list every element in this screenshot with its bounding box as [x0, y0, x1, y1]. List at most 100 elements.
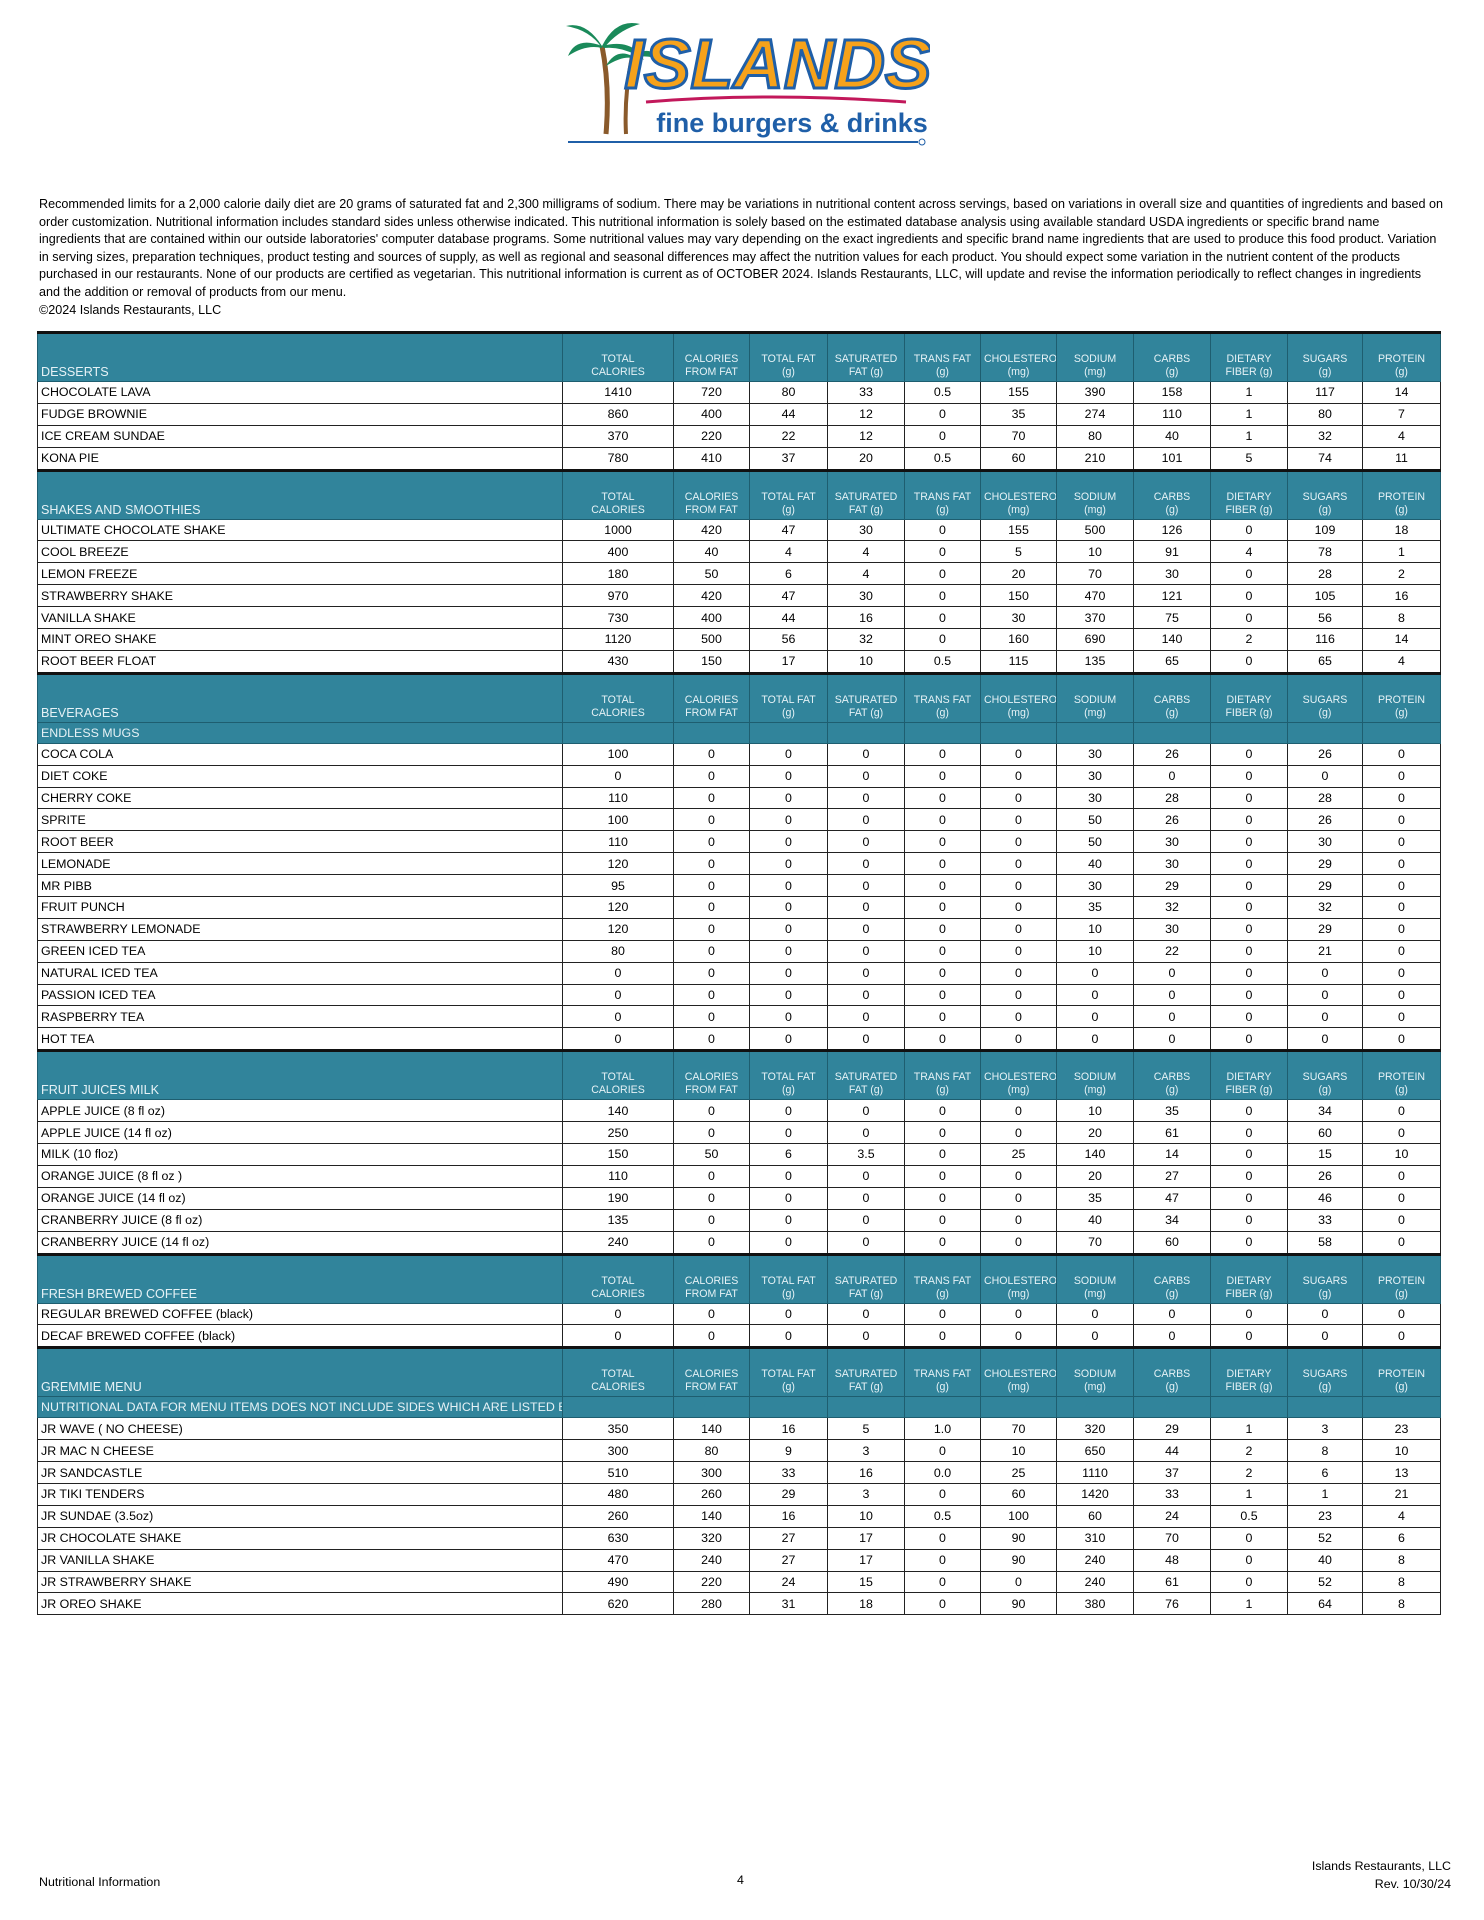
nutrient-value: 0 [904, 1186, 981, 1210]
nutrient-value: 350 [562, 1417, 674, 1441]
nutrient-value: 30 [1133, 562, 1211, 586]
section-header-row: DESSERTS TOTAL CALORIES CALORIES FROM FAT TOT… [37, 332, 1441, 382]
nutrient-value: 46 [1287, 1186, 1363, 1210]
column-header-line: TOTAL FAT [761, 693, 816, 706]
column-header-line: CALORIES [591, 706, 645, 719]
column-header-line: (g) [782, 1381, 795, 1394]
nutrient-value: 0 [827, 764, 905, 788]
nutrient-value: 80 [1056, 424, 1134, 448]
nutrient-value: 1410 [562, 381, 674, 404]
nutrient-value: 630 [562, 1526, 674, 1550]
nutrient-value: 0 [904, 742, 981, 766]
nutrient-value: 10 [1362, 1439, 1441, 1463]
nutrient-value: 650 [1056, 1439, 1134, 1463]
nutrient-value: 0 [1210, 830, 1288, 854]
column-header-line: CHOLESTEROL [984, 1071, 1057, 1084]
nutrient-value: 1 [1287, 1482, 1363, 1506]
column-header-line: SUGARS [1302, 490, 1348, 503]
nutrient-value: 26 [1287, 808, 1363, 832]
nutrient-value: 6 [1362, 1526, 1441, 1550]
nutrient-value: 26 [1133, 808, 1211, 832]
nutrient-value: 70 [980, 424, 1057, 448]
nutrient-value: 0 [904, 939, 981, 963]
nutrient-value: 26 [1287, 742, 1363, 766]
nutrient-value: 126 [1133, 518, 1211, 542]
nutrient-value: 120 [562, 896, 674, 919]
nutrient-value: 44 [1133, 1439, 1211, 1463]
column-header-line: (g) [1395, 503, 1408, 516]
column-header: TOTAL CALORIES [562, 469, 674, 520]
item-name: DECAF BREWED COFFEE (black) [37, 1324, 563, 1349]
nutrient-value: 4 [827, 540, 905, 564]
table-row: JR OREO SHAKE 620 280 31 18 0 90 380 76 1 64 8 [37, 1592, 1441, 1616]
nutrient-value: 8 [1362, 1570, 1441, 1594]
table-row: FRUIT PUNCH 120 0 0 0 0 0 35 32 0 32 0 [37, 896, 1441, 919]
nutrient-value: 0 [1362, 786, 1441, 810]
nutrient-value: 0.0 [904, 1461, 981, 1484]
nutrient-value: 8 [1362, 1548, 1441, 1572]
column-header-line: DIETARY [1226, 490, 1272, 503]
column-header-line: TOTAL [601, 693, 635, 706]
nutrient-value: 0 [1362, 917, 1441, 941]
nutrient-value: 0 [1210, 1230, 1288, 1255]
nutrient-value: 74 [1287, 446, 1363, 471]
nutrient-value: 16 [1362, 584, 1441, 608]
column-header-line: CALORIES [684, 693, 739, 706]
nutrient-value: 500 [1056, 518, 1134, 542]
nutrient-value: 32 [1287, 896, 1363, 919]
nutrient-value: 370 [1056, 606, 1134, 630]
nutrient-value: 16 [749, 1417, 828, 1441]
section-subheader-row: NUTRITIONAL DATA FOR MENU ITEMS DOES NOT… [37, 1396, 1441, 1419]
nutrient-value: 10 [1362, 1143, 1441, 1166]
disclaimer-paragraph: Recommended limits for a 2,000 calorie d… [39, 197, 1444, 299]
nutrient-value: 29 [1287, 917, 1363, 941]
column-header: PROTEIN (g) [1362, 1347, 1441, 1398]
nutrient-value: 3 [827, 1482, 905, 1506]
nutrient-value: 109 [1287, 518, 1363, 542]
nutrient-value: 110 [562, 786, 674, 810]
nutrient-value: 0 [562, 1005, 674, 1029]
nutrient-value: 33 [749, 1461, 828, 1484]
column-header-line: (g) [1318, 503, 1332, 516]
nutrient-value: 34 [1287, 1099, 1363, 1123]
nutrient-value: 23 [1287, 1504, 1363, 1528]
empty-cell [904, 721, 981, 744]
table-row: MINT OREO SHAKE 1120 500 56 32 0 160 690 140 2 116… [37, 628, 1441, 651]
nutrient-value: 30 [827, 584, 905, 608]
item-name: KONA PIE [37, 446, 563, 471]
nutrient-value: 0 [980, 786, 1057, 810]
nutrient-value: 0 [1210, 852, 1288, 876]
item-name: JR VANILLA SHAKE [37, 1548, 563, 1572]
nutrient-value: 620 [562, 1592, 674, 1616]
column-header-line: PROTEIN [1377, 1274, 1426, 1287]
nutrient-value: 28 [1133, 786, 1211, 810]
nutrient-value: 0 [1210, 939, 1288, 963]
item-name: MR PIBB [37, 874, 563, 898]
nutrient-value: 0 [827, 1027, 905, 1052]
nutrient-value: 0 [1210, 584, 1288, 608]
nutrient-value: 4 [1362, 649, 1441, 674]
nutrient-value: 0 [749, 939, 828, 963]
nutrient-value: 0 [749, 896, 828, 919]
nutrient-value: 0 [827, 852, 905, 876]
nutrient-value: 0 [980, 939, 1057, 963]
column-header-line: (mg) [1007, 1381, 1030, 1394]
nutrient-value: 720 [673, 381, 750, 404]
empty-cell [1210, 721, 1288, 744]
nutrient-value: 80 [749, 381, 828, 404]
nutrient-value: 0 [1287, 1005, 1363, 1029]
section-subheader-row: ENDLESS MUGS [37, 721, 1441, 744]
nutrient-value: 0 [1287, 961, 1363, 985]
column-header: CHOLESTEROL (mg) [980, 1050, 1057, 1101]
nutrient-value: 140 [673, 1417, 750, 1441]
nutrient-value: 0 [1362, 830, 1441, 854]
item-name: REGULAR BREWED COFFEE (black) [37, 1302, 563, 1326]
nutrient-value: 61 [1133, 1121, 1211, 1145]
column-header: CARBS (g) [1133, 469, 1211, 520]
column-header: TOTAL FAT (g) [749, 1253, 828, 1304]
nutrient-value: 1 [1210, 1592, 1288, 1616]
column-header-line: CALORIES [684, 1274, 739, 1287]
nutrient-value: 0 [1362, 808, 1441, 832]
nutrient-value: 110 [562, 1164, 674, 1188]
nutrient-value: 0 [827, 1230, 905, 1255]
